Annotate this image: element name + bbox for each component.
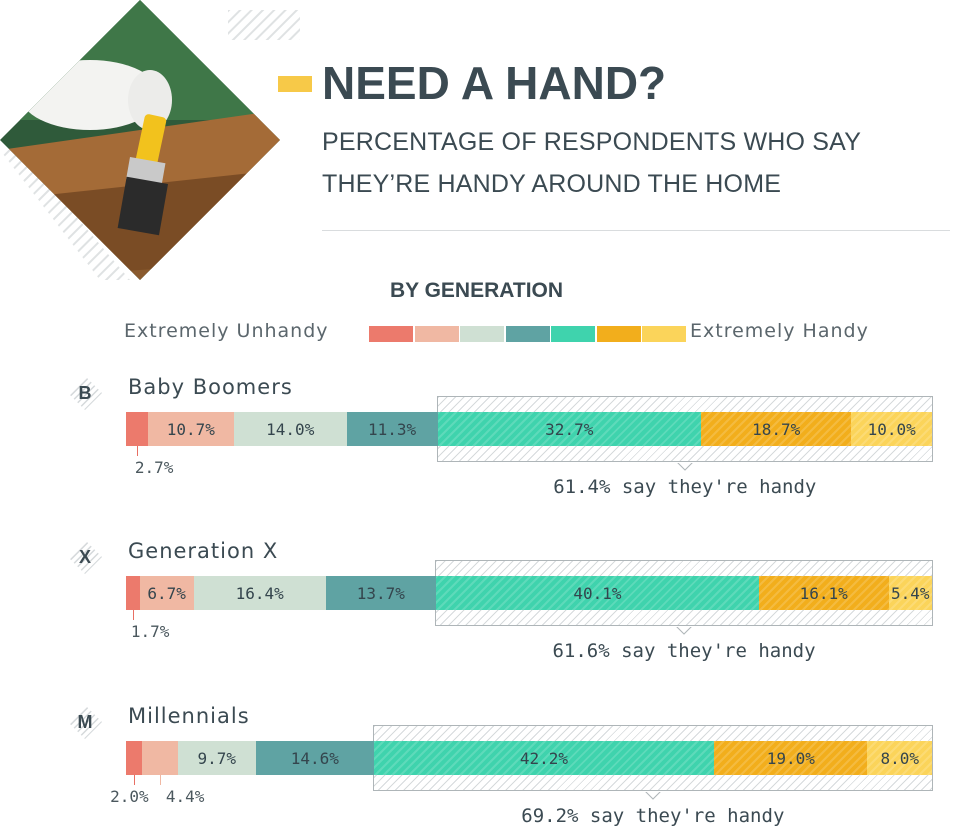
bar-segment: 10.7% [147, 412, 234, 446]
bar-segment-label: 19.0% [766, 748, 815, 768]
legend-swatch-3 [460, 326, 504, 342]
bar-segment: 9.7% [177, 741, 256, 775]
legend-swatch-6 [596, 326, 641, 342]
title-accent-bar [278, 76, 312, 92]
label-tick [134, 775, 136, 785]
legend-swatch-2 [414, 326, 459, 342]
bar-segment-label: 16.1% [799, 583, 848, 603]
bar-segment-label: 10.0% [867, 419, 916, 439]
handy-pointer [676, 462, 693, 471]
header-divider [322, 230, 950, 231]
bar-segment-label: 9.7% [197, 748, 237, 768]
bar-segment-label: 5.4% [890, 583, 930, 603]
handy-summary: 69.2% say they're handy [521, 805, 785, 827]
bar-segment-label: 10.7% [166, 419, 215, 439]
baby-boomers-icon [68, 376, 102, 410]
bar-segment: 8.0% [867, 741, 932, 775]
bar-segment: 18.7% [700, 412, 852, 446]
legend-swatch-1 [369, 326, 413, 342]
bar-segment-label: 11.3% [368, 419, 417, 439]
legend-swatch-4 [505, 326, 550, 342]
millennials-icon [68, 705, 102, 739]
label-tick [159, 775, 161, 785]
legend-swatch-5 [551, 326, 595, 342]
bar-segment: 10.0% [851, 412, 932, 446]
subtitle-line-2: THEY’RE HANDY AROUND THE HOME [322, 170, 782, 198]
handy-pointer [644, 791, 661, 800]
bar-segment: 14.6% [255, 741, 374, 775]
generation-name: Generation X [128, 539, 279, 563]
legend-min-label: Extremely Unhandy [124, 320, 329, 342]
bar-segment-label: 1.7% [130, 622, 170, 641]
bar-segment-label: 40.1% [573, 583, 622, 603]
bar-segment-label: 2.7% [134, 458, 174, 477]
bar-segment-label: 14.0% [266, 419, 315, 439]
generation-letter: X [78, 547, 91, 567]
hero-paintbrush-illustration [0, 0, 300, 280]
bar-segment: 32.7% [437, 412, 701, 446]
bar-segment-label: 18.7% [752, 419, 801, 439]
bar-segment-label: 42.2% [519, 748, 568, 768]
bar-segment: 42.2% [373, 741, 715, 775]
handy-summary: 61.6% say they're handy [552, 640, 816, 662]
bar-segment-label: 32.7% [545, 419, 594, 439]
legend-swatch-7 [642, 326, 686, 342]
generation-name: Baby Boomers [128, 375, 293, 399]
bar-segment: 16.1% [758, 576, 889, 610]
bar-segment-label: 13.7% [356, 583, 405, 603]
handy-pointer [676, 626, 692, 635]
bar-segment-label: 4.4% [165, 787, 205, 806]
subtitle-line-1: PERCENTAGE OF RESPONDENTS WHO SAY [322, 128, 862, 156]
bar-segment: 5.4% [888, 576, 932, 610]
bar-segment [126, 576, 140, 610]
bar-segment: 40.1% [436, 576, 759, 610]
bar-segment-label: 2.0% [110, 787, 149, 806]
generation-name: Millennials [128, 704, 250, 728]
bar-segment [142, 741, 178, 775]
handy-summary: 61.4% say they're handy [553, 476, 817, 498]
bar-segment-label: 14.6% [290, 748, 339, 768]
label-tick [132, 610, 134, 620]
bar-segment: 16.4% [193, 576, 326, 610]
label-tick [136, 446, 138, 456]
section-heading: BY GENERATION [389, 279, 564, 302]
generation-letter: B [78, 383, 92, 403]
page-title: NEED A HAND? [322, 57, 667, 109]
generation-x-icon [68, 540, 102, 574]
bar-segment-label: 8.0% [880, 748, 919, 768]
bar-segment-label: 16.4% [235, 583, 284, 603]
bar-segment: 19.0% [714, 741, 868, 775]
bar-segment: 13.7% [325, 576, 436, 610]
bar-segment [126, 741, 143, 775]
bar-segment [126, 412, 148, 446]
bar-segment: 6.7% [139, 576, 194, 610]
bar-segment-label: 6.7% [147, 583, 186, 603]
bar-segment: 14.0% [233, 412, 347, 446]
legend-max-label: Extremely Handy [690, 320, 869, 342]
bar-segment: 11.3% [346, 412, 438, 446]
generation-letter: M [77, 712, 93, 732]
